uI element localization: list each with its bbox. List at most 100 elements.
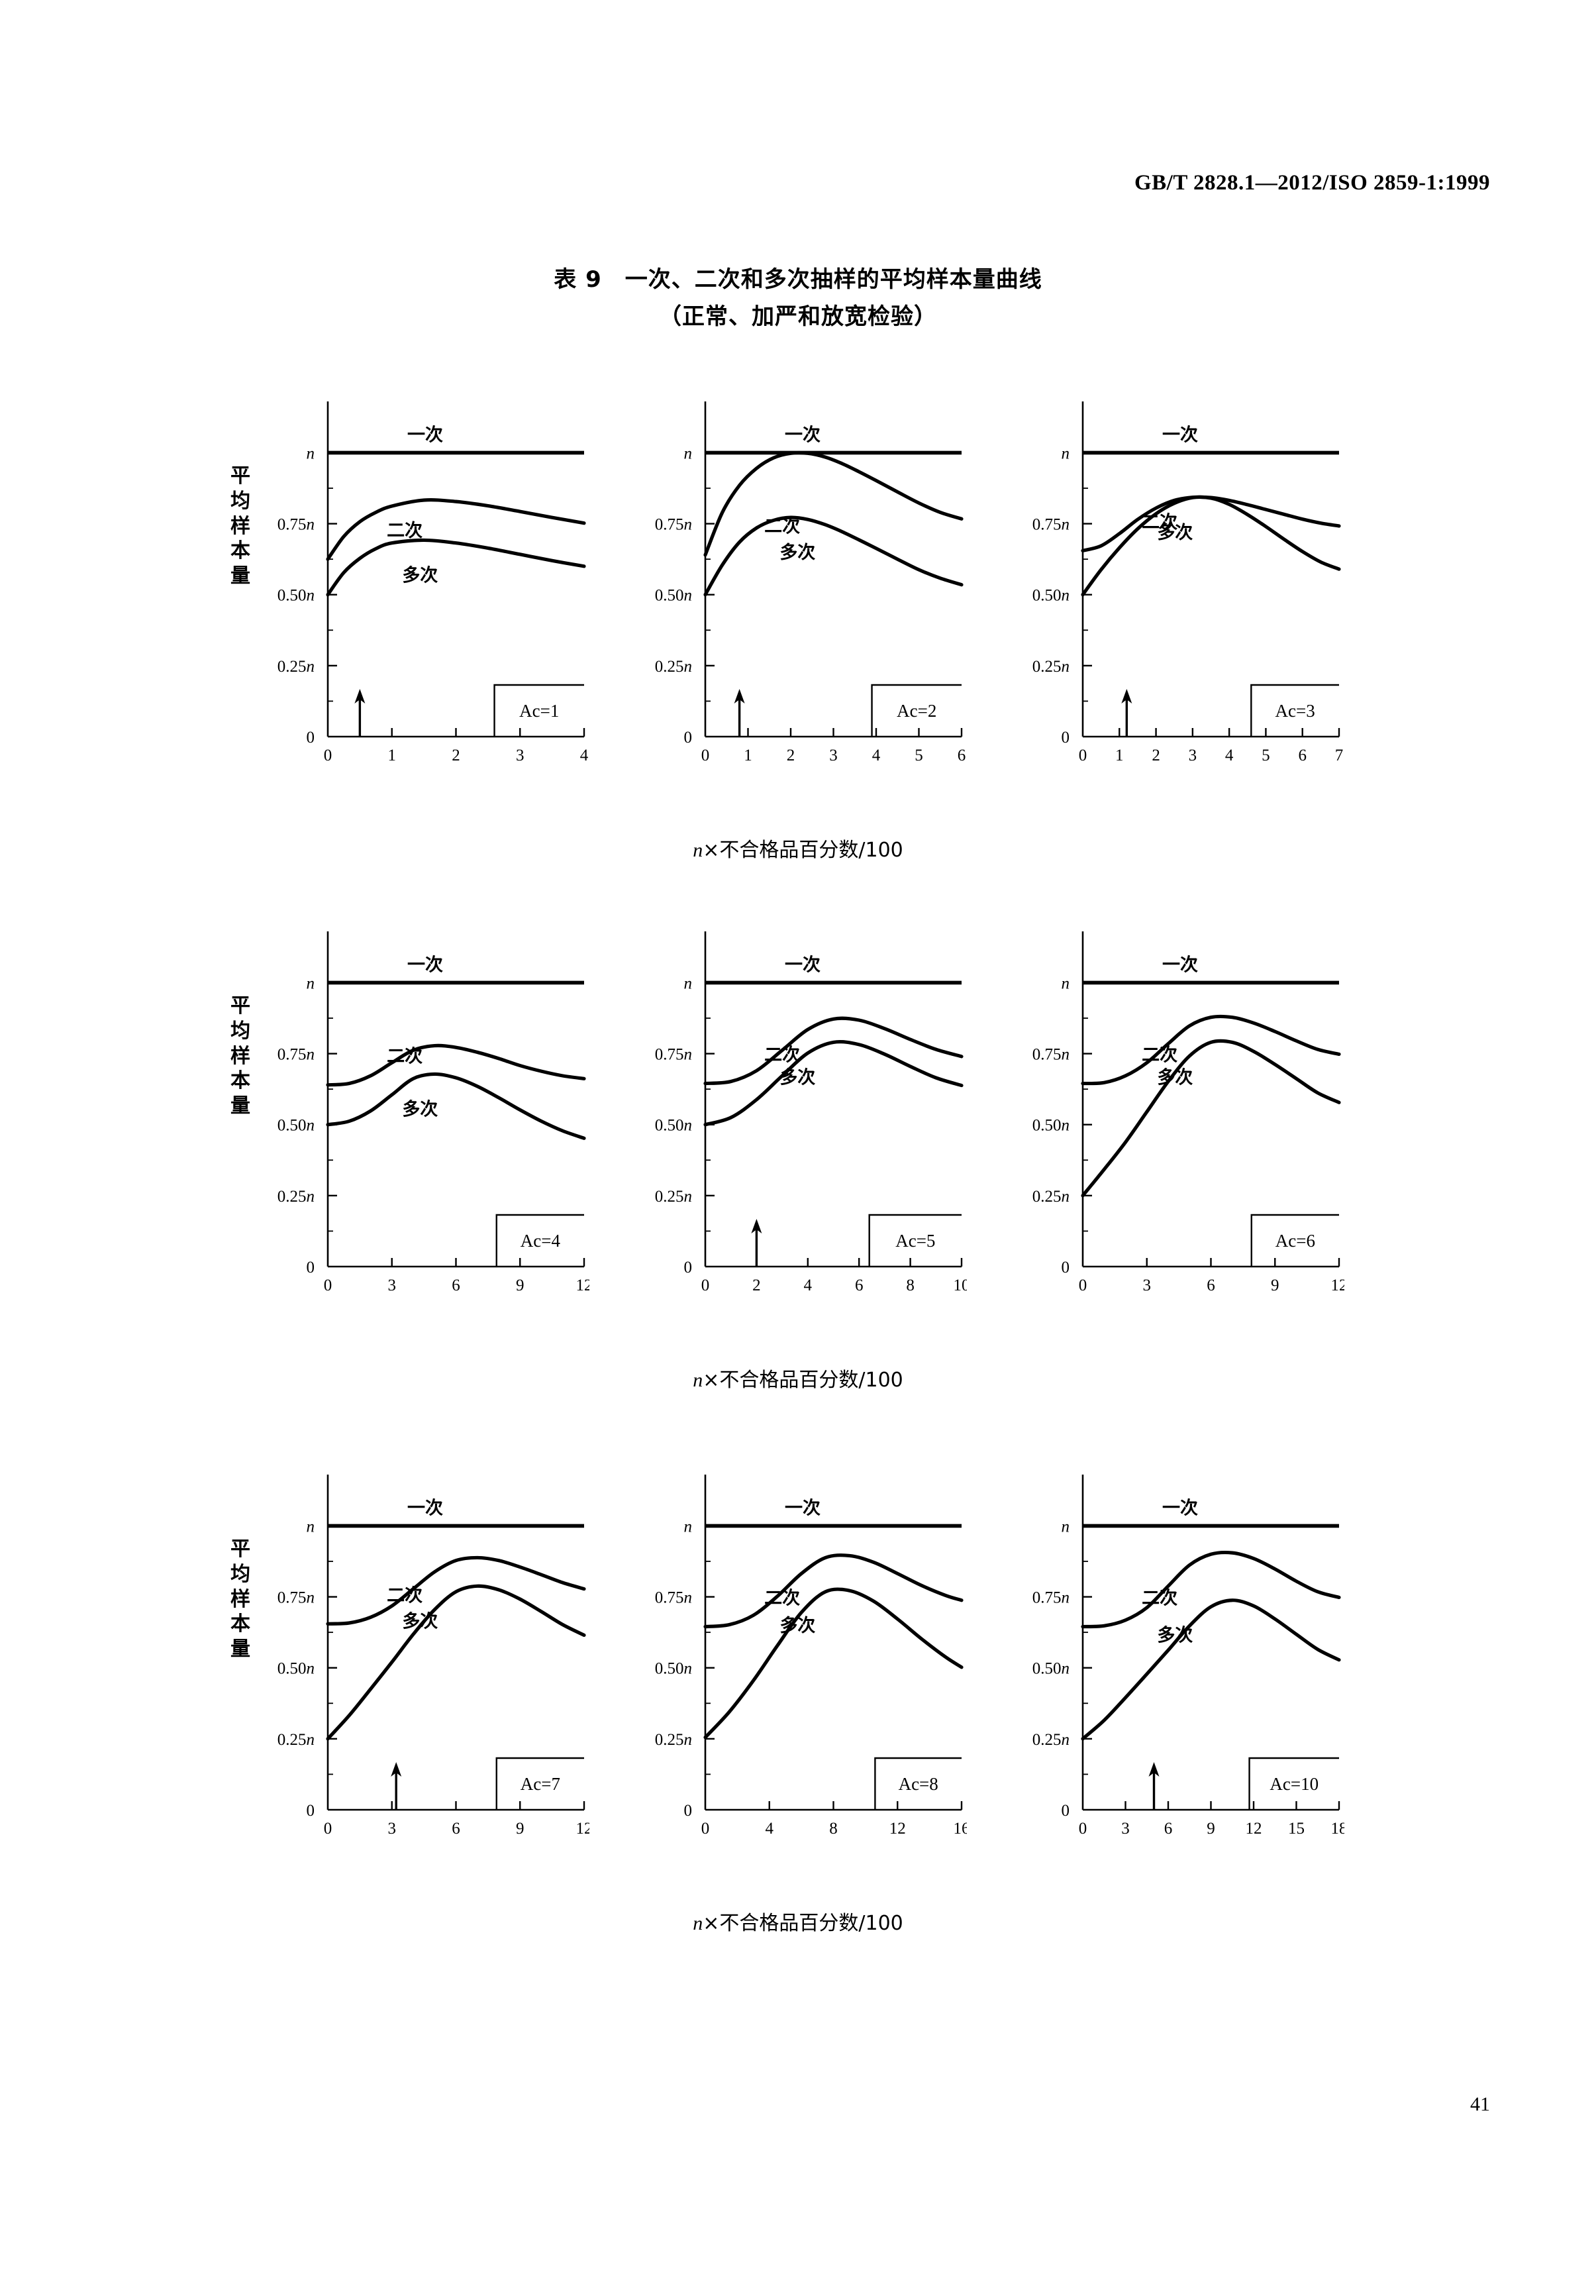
y-axis-caption: 平均样本量 bbox=[225, 1537, 256, 1662]
x-axis-caption-row-2: n×不合格品百分数/100 bbox=[0, 1363, 1596, 1392]
curve-label-double: 二次 bbox=[387, 1585, 423, 1606]
y-tick-label: 0.25n bbox=[655, 1731, 692, 1749]
y-tick-label: 0.25n bbox=[277, 658, 315, 676]
figure-title-line-2: （正常、加严和放宽检验） bbox=[659, 303, 937, 330]
ac-legend-box: Ac=10 bbox=[1248, 1757, 1339, 1810]
x-tick-label: 6 bbox=[452, 1277, 460, 1294]
x-tick-label: 7 bbox=[1335, 747, 1344, 764]
chart-row-2-inner: 0 0.25n 0.50n 0.75n n 0 3 6 9 12 Ac=4 一次 二次 多次 平均样本量 0… bbox=[228, 914, 1368, 1351]
y-tick-label: 0.75n bbox=[277, 1589, 315, 1607]
x-tick-label: 3 bbox=[516, 747, 524, 764]
x-axis-caption-row-3: n×不合格品百分数/100 bbox=[0, 1906, 1596, 1936]
arrow-head-icon bbox=[1148, 1762, 1160, 1777]
arrow-head-icon bbox=[391, 1762, 402, 1777]
curves bbox=[326, 450, 586, 597]
ac-box-label: Ac=1 bbox=[519, 701, 559, 721]
y-tick-label: 0.25n bbox=[655, 1188, 692, 1206]
curves bbox=[703, 450, 964, 597]
ac-box-outline bbox=[1250, 684, 1339, 737]
ac-box-label: Ac=4 bbox=[521, 1231, 561, 1251]
ac-legend-box: Ac=1 bbox=[493, 684, 584, 737]
x-axis-ticks: 0 3 6 9 12 bbox=[1079, 1258, 1344, 1294]
ac-box-outline bbox=[1248, 1757, 1339, 1810]
y-tick-label: 0 bbox=[1062, 1802, 1070, 1820]
x-tick-label: 4 bbox=[1225, 747, 1234, 764]
ac-legend-box: Ac=3 bbox=[1250, 684, 1339, 737]
x-tick-label: 12 bbox=[1246, 1820, 1262, 1838]
x-tick-label: 0 bbox=[324, 747, 332, 764]
x-tick-label: 0 bbox=[701, 747, 710, 764]
x-tick-label: 12 bbox=[889, 1820, 906, 1838]
y-tick-label: 0 bbox=[1062, 1259, 1070, 1277]
aql-arrow-marker bbox=[1148, 1762, 1160, 1810]
arrow-head-icon bbox=[354, 689, 366, 704]
ac-box-outline bbox=[874, 1757, 962, 1810]
curve-label-double: 二次 bbox=[387, 521, 423, 541]
y-tick-label: 0.75n bbox=[655, 1589, 692, 1607]
x-axis-caption-italic-n: n bbox=[693, 1369, 703, 1391]
curve-label-single: 一次 bbox=[785, 1498, 821, 1518]
x-tick-label: 9 bbox=[516, 1277, 524, 1294]
curves bbox=[1081, 450, 1341, 597]
ac-legend-box: Ac=2 bbox=[871, 684, 962, 737]
y-axis-ticks: 0 0.25n 0.50n 0.75n n bbox=[277, 1518, 337, 1820]
curve-label-double: 二次 bbox=[764, 517, 800, 537]
y-axis-caption-char: 量 bbox=[230, 564, 250, 588]
aql-arrow-marker bbox=[734, 689, 745, 737]
aql-arrow-marker bbox=[751, 1219, 762, 1267]
curves bbox=[326, 1524, 586, 1741]
chart-row-2: 0 0.25n 0.50n 0.75n n 0 3 6 9 12 Ac=4 一次 二次 多次 平均样本量 0… bbox=[0, 914, 1596, 1392]
x-tick-label: 0 bbox=[324, 1820, 332, 1838]
x-tick-label: 3 bbox=[1189, 747, 1197, 764]
y-axis-caption-char: 均 bbox=[230, 489, 250, 513]
x-tick-label: 6 bbox=[855, 1277, 864, 1294]
ac-legend-box: Ac=4 bbox=[495, 1214, 584, 1267]
curve-label-single: 一次 bbox=[785, 425, 821, 445]
x-tick-label: 12 bbox=[1331, 1277, 1345, 1294]
chart-panel-ac-10: 0 0.25n 0.50n 0.75n n 0 3 6 9 12 15 18 Ac=10 一次 二次 多次 bbox=[983, 1457, 1344, 1868]
x-tick-label: 6 bbox=[958, 747, 966, 764]
ac-box-outline bbox=[495, 1757, 584, 1810]
x-axis-caption-rest: ×不合格品百分数/100 bbox=[703, 1912, 903, 1935]
y-axis-ticks: 0 0.25n 0.50n 0.75n n bbox=[1032, 444, 1092, 747]
x-tick-label: 3 bbox=[388, 1277, 397, 1294]
ac-box-label: Ac=2 bbox=[897, 701, 936, 721]
y-tick-label: 0 bbox=[684, 1259, 693, 1277]
y-tick-label: n bbox=[1062, 1518, 1070, 1536]
chart-panel-ac-4: 0 0.25n 0.50n 0.75n n 0 3 6 9 12 Ac=4 一次 二次 多次 平均样本量 bbox=[228, 914, 589, 1325]
y-tick-label: n bbox=[307, 974, 315, 992]
x-tick-label: 0 bbox=[324, 1277, 332, 1294]
x-tick-label: 5 bbox=[915, 747, 923, 764]
curve-multiple bbox=[703, 1040, 964, 1127]
chart-panel-ac-7: 0 0.25n 0.50n 0.75n n 0 3 6 9 12 Ac=7 一次 二次 多次 平均样本量 bbox=[228, 1457, 589, 1868]
y-axis-ticks: 0 0.25n 0.50n 0.75n n bbox=[655, 974, 715, 1277]
y-tick-label: 0.25n bbox=[277, 1731, 315, 1749]
curve-label-multiple: 多次 bbox=[779, 1067, 815, 1088]
y-axis-ticks: 0 0.25n 0.50n 0.75n n bbox=[655, 1518, 715, 1820]
x-tick-label: 3 bbox=[829, 747, 838, 764]
y-tick-label: 0 bbox=[307, 1802, 315, 1820]
ac-box-label: Ac=3 bbox=[1275, 701, 1315, 721]
x-axis-ticks: 0 1 2 3 4 bbox=[324, 728, 589, 764]
ac-box-outline bbox=[871, 684, 962, 737]
curve-double bbox=[326, 498, 586, 561]
ac-box-outline bbox=[493, 684, 584, 737]
curve-label-single: 一次 bbox=[1162, 425, 1198, 445]
x-tick-label: 16 bbox=[954, 1820, 968, 1838]
y-axis-ticks: 0 0.25n 0.50n 0.75n n bbox=[277, 444, 337, 747]
curve-label-single: 一次 bbox=[1162, 955, 1198, 975]
y-tick-label: 0.50n bbox=[277, 1660, 315, 1678]
x-tick-label: 10 bbox=[954, 1277, 968, 1294]
y-axis-caption-char: 本 bbox=[230, 539, 250, 563]
curve-label-multiple: 多次 bbox=[1157, 1067, 1193, 1088]
x-axis-ticks: 0 2 4 6 8 10 bbox=[701, 1258, 967, 1294]
curve-double bbox=[1081, 1550, 1341, 1629]
curve-multiple bbox=[703, 1587, 964, 1740]
x-tick-label: 0 bbox=[1079, 1277, 1087, 1294]
curves bbox=[1081, 980, 1341, 1198]
x-tick-label: 0 bbox=[701, 1820, 710, 1838]
